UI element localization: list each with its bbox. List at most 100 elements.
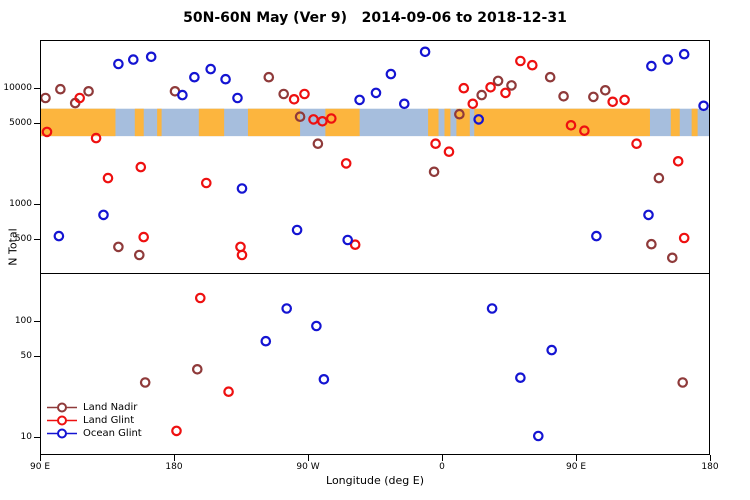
x-axis-tick: [442, 455, 443, 461]
y-axis-tick-label: 50: [20, 350, 32, 361]
data-point-land-nadir: [83, 85, 94, 97]
data-point-land-glint: [619, 94, 630, 106]
y-axis-tick: [34, 123, 40, 125]
data-point-ocean-glint: [385, 68, 397, 80]
data-point-land-nadir: [113, 241, 124, 253]
legend-label: Ocean Glint: [83, 428, 142, 439]
data-point-ocean-glint: [236, 183, 248, 194]
plot-canvas: [41, 46, 709, 442]
map-band-land: [157, 108, 162, 137]
data-point-ocean-glint: [678, 48, 690, 60]
x-axis-tick-label: 90 W: [296, 462, 320, 472]
data-point-land-glint: [349, 239, 361, 250]
data-point-ocean-glint: [189, 71, 200, 83]
data-point-land-nadir: [139, 377, 151, 388]
data-point-ocean-glint: [98, 209, 109, 221]
data-point-land-nadir: [263, 71, 275, 83]
data-point-land-glint: [171, 425, 182, 437]
x-axis-tick: [710, 455, 711, 461]
x-axis-tick-label: 180: [165, 462, 183, 472]
data-point-land-glint: [325, 113, 337, 124]
data-point-land-glint: [515, 55, 526, 67]
y-axis-tick-label: 5000: [9, 118, 32, 129]
x-axis-tick-label: 180: [701, 462, 719, 472]
data-point-land-glint: [135, 161, 147, 173]
data-point-land-glint: [138, 231, 149, 243]
data-point-ocean-glint: [646, 60, 657, 72]
y-axis-tick: [34, 436, 40, 438]
data-point-land-nadir: [192, 363, 203, 375]
data-point-ocean-glint: [591, 230, 602, 242]
data-point-ocean-glint: [260, 335, 272, 347]
data-point-ocean-glint: [354, 94, 365, 106]
data-point-land-glint: [340, 158, 352, 169]
map-band-land: [444, 108, 451, 137]
data-point-land-glint: [526, 59, 538, 71]
data-point-land-glint: [443, 146, 455, 157]
data-point-land-glint: [500, 87, 511, 99]
data-point-ocean-glint: [220, 73, 231, 85]
legend-item-land-glint: Land Glint: [46, 414, 142, 427]
plot-area: [40, 40, 710, 455]
data-point-land-glint: [631, 138, 642, 149]
data-point-land-glint: [90, 132, 102, 144]
data-point-land-glint: [195, 292, 206, 304]
data-point-land-nadir: [312, 138, 324, 149]
data-point-land-nadir: [454, 108, 465, 120]
map-band-land: [428, 108, 439, 137]
data-point-land-glint: [235, 241, 246, 253]
data-point-ocean-glint: [291, 224, 303, 236]
data-point-ocean-glint: [515, 372, 526, 383]
data-point-ocean-glint: [419, 46, 431, 58]
data-point-land-glint: [467, 98, 479, 110]
x-axis-tick-label: 90 E: [566, 462, 586, 472]
data-point-land-glint: [430, 138, 441, 149]
map-band-land: [691, 108, 698, 137]
data-point-ocean-glint: [698, 100, 709, 112]
x-axis-title: Longitude (deg E): [326, 474, 424, 487]
map-band-land: [198, 108, 225, 137]
data-point-ocean-glint: [643, 209, 654, 221]
data-point-ocean-glint: [473, 114, 484, 125]
data-point-ocean-glint: [546, 344, 557, 356]
data-point-ocean-glint: [128, 54, 139, 65]
y-axis-tick: [34, 88, 40, 90]
y-axis-tick-label: 10: [20, 431, 32, 442]
x-axis-tick-label: 0: [439, 462, 445, 472]
data-point-land-nadir: [599, 84, 611, 96]
data-point-ocean-glint: [177, 89, 188, 101]
data-point-land-glint: [579, 125, 590, 136]
data-point-land-nadir: [476, 89, 487, 101]
y-axis-tick: [34, 320, 40, 322]
data-point-land-glint: [223, 386, 234, 397]
data-point-land-nadir: [492, 75, 504, 87]
data-point-ocean-glint: [205, 63, 216, 75]
data-point-land-glint: [41, 126, 53, 138]
data-point-land-nadir: [588, 91, 599, 103]
data-point-land-nadir: [646, 238, 657, 250]
x-axis-tick-label: 90 E: [30, 462, 50, 472]
ocean-glint-marker-icon: [47, 428, 77, 439]
data-point-ocean-glint: [145, 51, 157, 63]
data-point-land-glint: [317, 116, 328, 127]
chart-title: 50N-60N May (Ver 9) 2014-09-06 to 2018-1…: [183, 10, 567, 26]
y-axis-tick-label: 10000: [3, 83, 32, 94]
data-point-land-nadir: [294, 111, 306, 122]
data-point-ocean-glint: [281, 303, 292, 314]
map-band-land: [670, 108, 680, 137]
legend-item-land-nadir: Land Nadir: [46, 401, 142, 414]
y-axis-tick-label: 500: [14, 234, 32, 245]
legend-item-ocean-glint: Ocean Glint: [46, 427, 142, 440]
map-band-land: [456, 108, 470, 137]
data-point-ocean-glint: [113, 58, 124, 70]
data-point-ocean-glint: [662, 54, 674, 65]
data-point-ocean-glint: [311, 320, 322, 332]
y-axis-tick-label: 100: [14, 315, 32, 326]
map-band-land: [474, 108, 650, 137]
data-point-land-glint: [102, 172, 114, 184]
data-point-land-glint: [458, 82, 470, 94]
data-point-land-nadir: [677, 377, 688, 388]
y-axis-tick: [34, 204, 40, 206]
data-point-land-nadir: [278, 88, 289, 100]
